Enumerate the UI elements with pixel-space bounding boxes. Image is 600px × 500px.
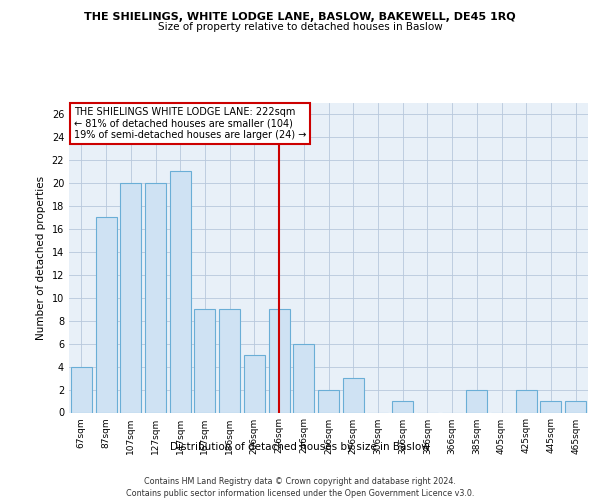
Bar bbox=[293, 344, 314, 412]
Bar bbox=[466, 390, 487, 412]
Bar bbox=[219, 309, 240, 412]
Bar bbox=[244, 355, 265, 412]
Y-axis label: Number of detached properties: Number of detached properties bbox=[36, 176, 46, 340]
Bar bbox=[269, 309, 290, 412]
Text: Distribution of detached houses by size in Baslow: Distribution of detached houses by size … bbox=[170, 442, 430, 452]
Text: Contains public sector information licensed under the Open Government Licence v3: Contains public sector information licen… bbox=[126, 489, 474, 498]
Bar bbox=[145, 183, 166, 412]
Bar bbox=[194, 309, 215, 412]
Bar bbox=[516, 390, 537, 412]
Text: THE SHIELINGS WHITE LODGE LANE: 222sqm
← 81% of detached houses are smaller (104: THE SHIELINGS WHITE LODGE LANE: 222sqm ←… bbox=[74, 107, 307, 140]
Bar bbox=[71, 366, 92, 412]
Bar bbox=[120, 183, 141, 412]
Bar bbox=[541, 401, 562, 412]
Text: THE SHIELINGS, WHITE LODGE LANE, BASLOW, BAKEWELL, DE45 1RQ: THE SHIELINGS, WHITE LODGE LANE, BASLOW,… bbox=[84, 12, 516, 22]
Bar bbox=[343, 378, 364, 412]
Text: Contains HM Land Registry data © Crown copyright and database right 2024.: Contains HM Land Registry data © Crown c… bbox=[144, 478, 456, 486]
Bar bbox=[565, 401, 586, 412]
Bar bbox=[170, 172, 191, 412]
Bar bbox=[95, 218, 116, 412]
Bar bbox=[318, 390, 339, 412]
Text: Size of property relative to detached houses in Baslow: Size of property relative to detached ho… bbox=[158, 22, 442, 32]
Bar bbox=[392, 401, 413, 412]
